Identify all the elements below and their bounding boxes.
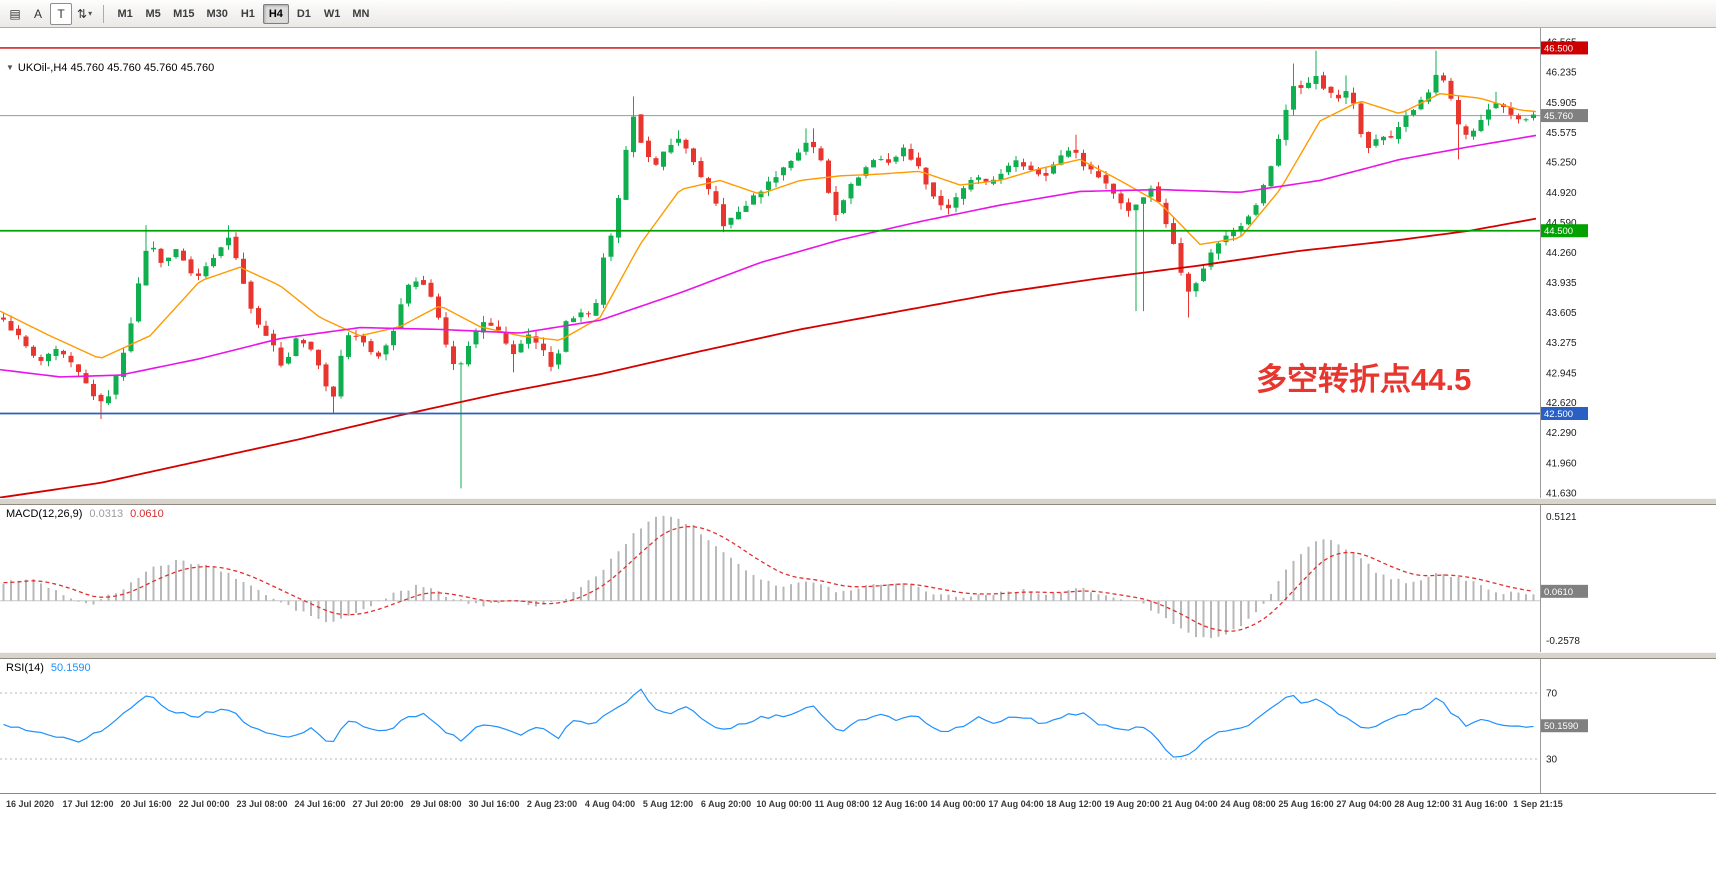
- rsi-chart[interactable]: 70 30 50.1590: [0, 659, 1716, 793]
- svg-text:46.235: 46.235: [1546, 68, 1577, 79]
- svg-text:43.275: 43.275: [1546, 338, 1577, 349]
- macd-panel[interactable]: 0.5121 -0.2578 0.0610 MACD(12,26,9) 0.0313 0…: [0, 505, 1716, 652]
- macd-label: MACD(12,26,9) 0.0313 0.0610: [6, 508, 171, 520]
- svg-text:44.260: 44.260: [1546, 248, 1577, 259]
- time-label: 14 Aug 00:00: [930, 799, 986, 809]
- time-label: 17 Jul 12:00: [62, 799, 114, 809]
- svg-text:44.590: 44.590: [1546, 218, 1577, 229]
- caret-down-icon: ▾: [88, 9, 93, 18]
- time-label: 30 Jul 16:00: [468, 799, 520, 809]
- time-label: 28 Aug 12:00: [1394, 799, 1450, 809]
- tf-M5[interactable]: M5: [140, 4, 166, 24]
- chart-title-text: UKOil-,H4 45.760 45.760 45.760 45.760: [17, 62, 215, 74]
- cycles-tool-button[interactable]: ⇅ ▾: [73, 3, 96, 25]
- time-label: 25 Aug 16:00: [1278, 799, 1334, 809]
- macd-main-value: 0.0313: [89, 508, 124, 520]
- svg-text:0.0610: 0.0610: [1544, 587, 1573, 598]
- time-label: 21 Aug 04:00: [1162, 799, 1218, 809]
- svg-text:45.250: 45.250: [1546, 158, 1577, 169]
- time-label: 23 Jul 08:00: [236, 799, 288, 809]
- chart-list-glyph: ▤: [9, 6, 21, 21]
- rsi-name: RSI(14): [6, 662, 44, 674]
- svg-text:42.620: 42.620: [1546, 398, 1577, 409]
- chart-list-icon[interactable]: ▤: [4, 3, 26, 25]
- toolbar: ▤ A T ⇅ ▾ M1 M5 M15 M30 H1 H4 D1 W1 MN: [0, 0, 1716, 28]
- svg-text:42.945: 42.945: [1546, 368, 1577, 379]
- time-label: 5 Aug 12:00: [642, 799, 694, 809]
- svg-text:30: 30: [1546, 754, 1558, 765]
- time-axis[interactable]: 16 Jul 2020 17 Jul 12:00 20 Jul 16:00 22 Ju…: [0, 793, 1716, 820]
- svg-text:45.575: 45.575: [1546, 128, 1577, 139]
- time-label: 24 Aug 08:00: [1220, 799, 1276, 809]
- svg-text:42.500: 42.500: [1544, 409, 1573, 420]
- time-label: 20 Jul 16:00: [120, 799, 172, 809]
- arrow-label-glyph: A: [33, 6, 42, 21]
- time-label: 18 Aug 12:00: [1046, 799, 1102, 809]
- main-chart-panel[interactable]: 46.56546.23545.90545.57545.25044.92044.5…: [0, 28, 1716, 498]
- time-label: 19 Aug 20:00: [1104, 799, 1160, 809]
- text-tool-glyph: T: [57, 6, 65, 21]
- timeframe-group: M1 M5 M15 M30 H1 H4 D1 W1 MN: [111, 3, 375, 24]
- svg-text:70: 70: [1546, 689, 1558, 700]
- tf-M1[interactable]: M1: [112, 4, 138, 24]
- svg-text:44.920: 44.920: [1546, 188, 1577, 199]
- time-label: 2 Aug 23:00: [526, 799, 578, 809]
- svg-text:44.500: 44.500: [1544, 226, 1573, 237]
- annotation-text: 多空转折点44.5: [1256, 362, 1472, 397]
- svg-text:43.605: 43.605: [1546, 308, 1577, 319]
- toolbar-separator: [103, 4, 105, 23]
- time-label: 27 Jul 20:00: [352, 799, 404, 809]
- time-label: 4 Aug 04:00: [584, 799, 636, 809]
- symbol-marker-icon: ▼: [6, 63, 14, 72]
- tf-H1[interactable]: H1: [235, 4, 261, 24]
- macd-name: MACD(12,26,9): [6, 508, 83, 520]
- time-label: 16 Jul 2020: [5, 799, 55, 809]
- tf-M15[interactable]: M15: [168, 4, 199, 24]
- tf-M30[interactable]: M30: [201, 4, 232, 24]
- rsi-label: RSI(14) 50.1590: [6, 662, 98, 674]
- tf-MN[interactable]: MN: [347, 4, 374, 24]
- svg-text:45.760: 45.760: [1544, 111, 1573, 122]
- svg-text:41.960: 41.960: [1546, 458, 1577, 469]
- macd-chart[interactable]: 0.5121 -0.2578 0.0610: [0, 505, 1716, 652]
- candles-layer: [1, 50, 1536, 489]
- macd-signal-value: 0.0610: [130, 508, 164, 520]
- cycles-tool-icon: ⇅: [77, 6, 88, 21]
- svg-text:46.500: 46.500: [1544, 43, 1573, 54]
- time-label: 29 Jul 08:00: [410, 799, 462, 809]
- time-label: 10 Aug 00:00: [756, 799, 812, 809]
- svg-text:42.290: 42.290: [1546, 428, 1577, 439]
- rsi-panel[interactable]: 70 30 50.1590 RSI(14) 50.1590: [0, 659, 1716, 793]
- panel-splitter[interactable]: [0, 498, 1716, 505]
- svg-text:-0.2578: -0.2578: [1546, 636, 1580, 647]
- tf-D1[interactable]: D1: [291, 4, 317, 24]
- svg-text:41.630: 41.630: [1546, 489, 1577, 499]
- time-label: 6 Aug 20:00: [700, 799, 752, 809]
- svg-text:0.5121: 0.5121: [1546, 512, 1577, 523]
- time-label: 22 Jul 00:00: [178, 799, 230, 809]
- svg-text:50.1590: 50.1590: [1544, 721, 1578, 732]
- time-label: 17 Aug 04:00: [988, 799, 1044, 809]
- time-label: 12 Aug 16:00: [872, 799, 928, 809]
- text-tool-button[interactable]: T: [50, 2, 72, 25]
- arrow-label-button[interactable]: A: [27, 3, 49, 25]
- time-label: 1 Sep 21:15: [1513, 799, 1563, 809]
- panel-splitter[interactable]: [0, 652, 1716, 659]
- candlestick-chart[interactable]: 46.56546.23545.90545.57545.25044.92044.5…: [0, 28, 1716, 498]
- tf-H4[interactable]: H4: [262, 3, 289, 24]
- chart-title: ▼ UKOil-,H4 45.760 45.760 45.760 45.760: [6, 62, 214, 74]
- time-label: 24 Jul 16:00: [294, 799, 346, 809]
- time-label: 11 Aug 08:00: [814, 799, 870, 809]
- tf-W1[interactable]: W1: [319, 4, 346, 24]
- rsi-value: 50.1590: [50, 662, 91, 674]
- time-label: 27 Aug 04:00: [1336, 799, 1392, 809]
- svg-text:43.935: 43.935: [1546, 278, 1577, 289]
- svg-text:45.905: 45.905: [1546, 98, 1577, 109]
- time-label: 31 Aug 16:00: [1452, 799, 1508, 809]
